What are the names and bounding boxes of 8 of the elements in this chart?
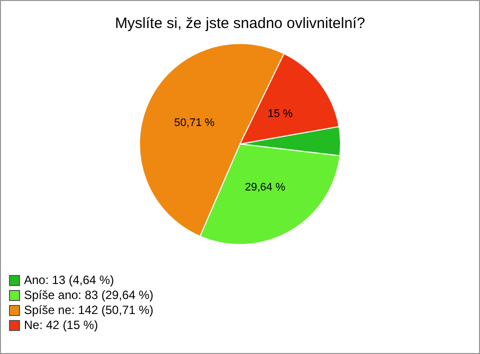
data-label: 50,71 %	[174, 117, 215, 130]
legend-label: Ano: 13 (4,64 %)	[24, 273, 114, 288]
legend-label: Ne: 42 (15 %)	[24, 318, 98, 333]
data-label: 29,64 %	[244, 182, 286, 194]
data-label: 15 %	[268, 108, 293, 120]
chart-title: Myslíte si, že jste snadno ovlivnitelní?	[114, 15, 366, 32]
legend-label: Spíše ne: 142 (50,71 %)	[24, 303, 154, 318]
legend-label: Spíše ano: 83 (29,64 %)	[24, 288, 154, 303]
